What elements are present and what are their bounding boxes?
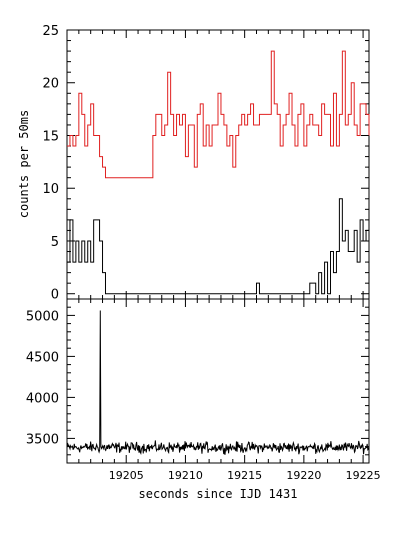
bottom-y-tick-label: 4500 xyxy=(26,350,59,365)
x-tick-label: 19215 xyxy=(227,469,262,482)
bottom-x-axis: 19205 19210 19215 19220 19225 xyxy=(66,299,381,482)
x-tick-label: 19220 xyxy=(286,469,321,482)
series-black-step-line xyxy=(67,177,370,295)
top-y-tick-label: 20 xyxy=(42,77,59,92)
series-lightcurve-line xyxy=(66,310,370,456)
bottom-y-axis: 3500 4000 4500 5000 xyxy=(26,306,369,456)
series-red-step-line xyxy=(67,50,370,179)
top-y-tick-label: 15 xyxy=(42,129,59,144)
x-tick-label: 19210 xyxy=(168,469,203,482)
top-panel-frame xyxy=(66,29,370,300)
bottom-y-tick-label: 3500 xyxy=(26,432,59,447)
top-y-tick-label: 0 xyxy=(51,288,59,303)
top-y-axis-label: counts per 50ms xyxy=(17,110,31,218)
top-y-axis: 0 5 10 15 20 25 xyxy=(42,24,369,303)
x-tick-label: 19205 xyxy=(109,469,144,482)
bottom-y-tick-label: 4000 xyxy=(26,391,59,406)
top-y-tick-label: 5 xyxy=(51,235,59,250)
top-y-tick-label: 25 xyxy=(42,24,59,39)
top-x-axis xyxy=(66,30,364,299)
bottom-panel-frame xyxy=(66,298,370,464)
x-axis-label: seconds since IJD 1431 xyxy=(139,487,298,501)
top-y-tick-label: 10 xyxy=(42,182,59,197)
bottom-y-tick-label: 5000 xyxy=(26,309,59,324)
x-tick-label: 19225 xyxy=(346,469,381,482)
top-panel: 0 5 10 15 20 25 counts per 50ms xyxy=(17,24,370,303)
